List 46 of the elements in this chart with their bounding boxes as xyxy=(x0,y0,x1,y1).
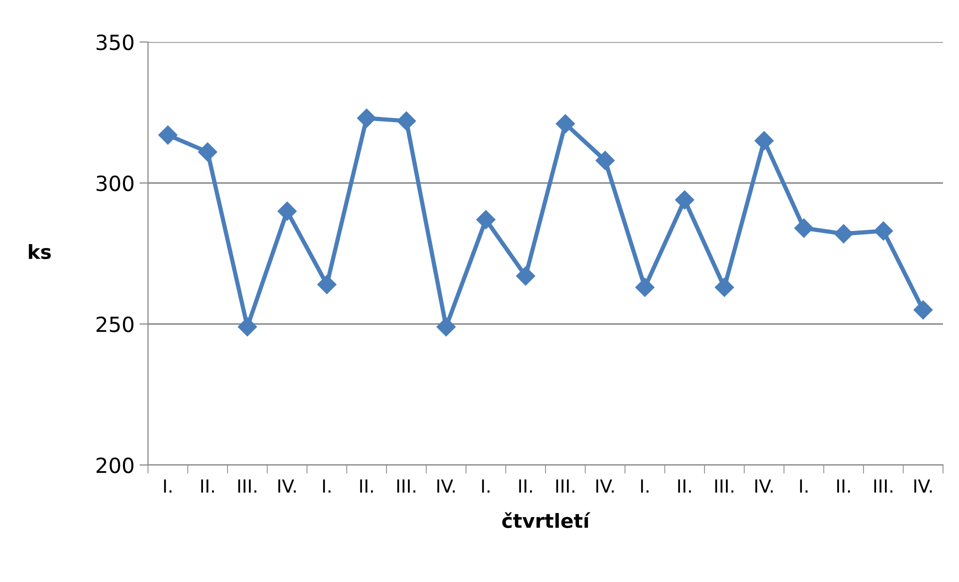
point xyxy=(238,317,257,336)
y-tick-label: 350 xyxy=(96,34,134,50)
y-tick-label: 300 xyxy=(96,175,134,192)
x-tick-label: IV. xyxy=(755,479,773,493)
point xyxy=(158,126,178,145)
point xyxy=(278,202,297,221)
x-tick-label: IV. xyxy=(278,479,296,493)
point xyxy=(754,131,774,150)
x-tick-label: I. xyxy=(482,479,490,493)
x-tick-label: I. xyxy=(641,479,648,493)
point xyxy=(794,218,814,238)
x-tick-label: IV. xyxy=(437,479,455,493)
x-tick-label: IV. xyxy=(914,479,932,493)
x-tick-label: II. xyxy=(678,479,691,493)
x-axis-title: čtvrtletí xyxy=(502,512,590,528)
y-tick-label: 250 xyxy=(96,316,134,332)
point xyxy=(914,300,933,320)
x-tick-label: I. xyxy=(323,479,330,493)
point xyxy=(396,111,416,130)
x-tick-label: II. xyxy=(519,479,532,493)
x-tick-label: III. xyxy=(238,479,256,493)
point xyxy=(556,114,575,134)
point xyxy=(714,278,734,297)
x-tick-label: III. xyxy=(715,479,734,493)
x-tick-label: II. xyxy=(837,479,850,493)
point xyxy=(834,224,854,244)
point xyxy=(198,142,218,162)
y-axis-title: ks xyxy=(28,244,51,260)
x-tick-label: I. xyxy=(164,479,172,493)
point xyxy=(516,266,536,286)
point xyxy=(675,190,694,210)
point xyxy=(317,274,336,294)
x-tick-label: II. xyxy=(201,479,214,493)
x-tick-label: III. xyxy=(397,479,416,493)
x-tick-label: I. xyxy=(800,479,808,493)
x-tick-label: II. xyxy=(360,479,373,493)
x-tick-label: III. xyxy=(874,479,892,493)
point xyxy=(436,317,456,336)
y-tick-label: 200 xyxy=(96,457,134,474)
point xyxy=(476,210,496,230)
point xyxy=(635,278,654,297)
point xyxy=(596,150,615,170)
point xyxy=(874,221,893,240)
x-tick-label: IV. xyxy=(596,479,614,493)
point xyxy=(357,108,376,128)
x-tick-label: III. xyxy=(556,479,574,493)
